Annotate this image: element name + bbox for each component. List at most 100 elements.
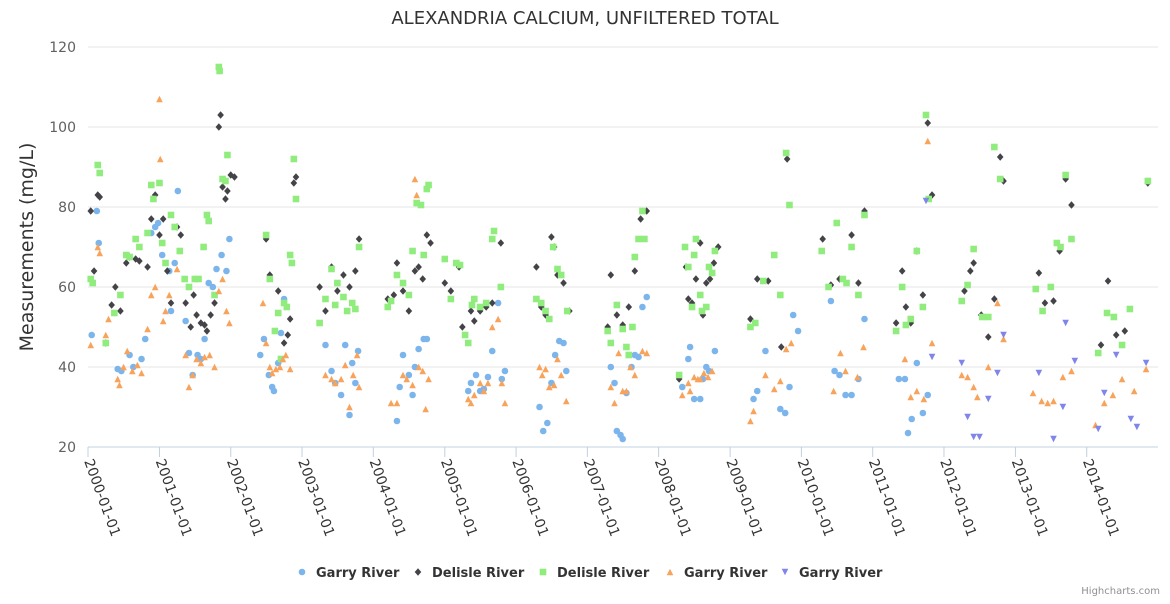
data-point-triangle-down[interactable]: [1127, 415, 1135, 423]
data-point-triangle[interactable]: [623, 387, 630, 395]
data-point-square[interactable]: [1032, 285, 1040, 293]
data-point-square[interactable]: [698, 307, 706, 315]
data-point-circle[interactable]: [848, 391, 855, 399]
data-point-diamond[interactable]: [702, 279, 710, 287]
data-point-triangle[interactable]: [134, 361, 141, 369]
data-point-diamond[interactable]: [411, 267, 419, 275]
data-point-square[interactable]: [833, 219, 841, 227]
data-point-diamond[interactable]: [203, 327, 211, 335]
data-point-diamond[interactable]: [290, 179, 298, 187]
data-point-diamond[interactable]: [399, 287, 407, 295]
data-point-square[interactable]: [316, 319, 323, 327]
data-point-square[interactable]: [892, 327, 900, 335]
data-point-circle[interactable]: [762, 347, 769, 355]
legend-item[interactable]: Delisle River: [539, 566, 650, 581]
data-point-diamond[interactable]: [961, 287, 968, 295]
data-point-triangle[interactable]: [685, 379, 692, 387]
data-point-triangle[interactable]: [201, 353, 208, 361]
data-point-square[interactable]: [283, 303, 291, 311]
data-point-circle[interactable]: [494, 299, 502, 307]
data-point-circle[interactable]: [226, 235, 233, 243]
data-point-diamond[interactable]: [427, 239, 434, 247]
data-point-triangle[interactable]: [545, 383, 553, 391]
data-point-square[interactable]: [1126, 305, 1134, 313]
data-point-diamond[interactable]: [685, 295, 692, 303]
data-point-square[interactable]: [185, 283, 193, 291]
data-point-triangle[interactable]: [854, 373, 861, 381]
data-point-circle[interactable]: [831, 367, 838, 375]
data-point-square[interactable]: [996, 175, 1004, 183]
data-point-circle[interactable]: [488, 347, 496, 355]
data-point-square[interactable]: [328, 265, 335, 273]
data-point-circle[interactable]: [786, 383, 793, 391]
data-point-square[interactable]: [162, 259, 169, 267]
data-point-square[interactable]: [262, 231, 270, 239]
data-point-triangle[interactable]: [123, 347, 131, 355]
data-point-diamond[interactable]: [219, 183, 226, 191]
data-point-triangle[interactable]: [984, 363, 992, 371]
data-point-triangle[interactable]: [974, 393, 981, 401]
data-point-triangle[interactable]: [159, 317, 167, 325]
data-point-triangle[interactable]: [928, 339, 936, 347]
data-point-diamond[interactable]: [393, 259, 401, 267]
data-point-circle[interactable]: [223, 267, 230, 275]
data-point-circle[interactable]: [209, 283, 217, 291]
data-point-triangle[interactable]: [639, 347, 646, 355]
data-point-square[interactable]: [1068, 235, 1075, 243]
data-point-triangle[interactable]: [484, 379, 492, 387]
data-point-diamond[interactable]: [996, 153, 1004, 161]
data-point-triangle[interactable]: [901, 355, 909, 363]
data-point-triangle[interactable]: [102, 331, 110, 339]
data-point-square[interactable]: [641, 235, 648, 243]
data-point-square[interactable]: [456, 261, 464, 269]
data-point-triangle-down[interactable]: [1050, 435, 1057, 443]
data-point-square[interactable]: [623, 343, 630, 351]
data-point-diamond[interactable]: [1121, 327, 1129, 335]
data-point-circle[interactable]: [750, 395, 757, 403]
data-point-triangle[interactable]: [206, 351, 213, 359]
data-point-triangle[interactable]: [147, 291, 155, 299]
data-point-square[interactable]: [399, 279, 407, 287]
data-point-diamond[interactable]: [190, 291, 197, 299]
data-point-square[interactable]: [631, 253, 639, 261]
data-point-triangle[interactable]: [259, 299, 267, 307]
data-point-diamond[interactable]: [177, 231, 185, 239]
data-point-square[interactable]: [476, 303, 484, 311]
data-point-diamond[interactable]: [352, 267, 359, 275]
data-point-triangle[interactable]: [279, 355, 287, 363]
data-point-square[interactable]: [1144, 177, 1152, 185]
data-point-square[interactable]: [274, 309, 282, 317]
data-point-circle[interactable]: [130, 363, 137, 371]
data-point-square[interactable]: [286, 251, 294, 259]
data-point-square[interactable]: [675, 371, 683, 379]
data-point-square[interactable]: [280, 299, 288, 307]
data-point-square[interactable]: [461, 331, 469, 339]
data-point-square[interactable]: [557, 271, 565, 279]
data-point-square[interactable]: [681, 243, 689, 251]
data-point-triangle[interactable]: [185, 383, 193, 391]
data-point-triangle[interactable]: [696, 375, 704, 383]
data-point-square[interactable]: [747, 323, 754, 331]
data-point-square[interactable]: [340, 293, 347, 301]
data-point-triangle[interactable]: [211, 363, 218, 371]
data-point-square[interactable]: [907, 315, 915, 323]
data-point-circle[interactable]: [690, 395, 698, 403]
data-point-circle[interactable]: [501, 367, 509, 375]
data-point-triangle[interactable]: [787, 339, 795, 347]
data-point-circle[interactable]: [639, 303, 646, 311]
data-point-square[interactable]: [117, 291, 124, 299]
data-point-circle[interactable]: [205, 279, 212, 287]
data-point-square[interactable]: [913, 247, 921, 255]
data-point-circle[interactable]: [182, 317, 189, 325]
data-point-triangle-down[interactable]: [1035, 369, 1043, 377]
data-point-triangle[interactable]: [1130, 387, 1138, 395]
data-point-circle[interactable]: [827, 297, 835, 305]
data-point-diamond[interactable]: [156, 231, 163, 239]
data-point-square[interactable]: [122, 251, 130, 259]
data-point-square[interactable]: [777, 291, 784, 299]
data-point-triangle[interactable]: [643, 349, 651, 357]
data-point-triangle[interactable]: [782, 345, 790, 353]
data-point-diamond[interactable]: [637, 215, 644, 223]
data-point-square[interactable]: [1118, 341, 1126, 349]
data-point-circle[interactable]: [560, 339, 567, 347]
